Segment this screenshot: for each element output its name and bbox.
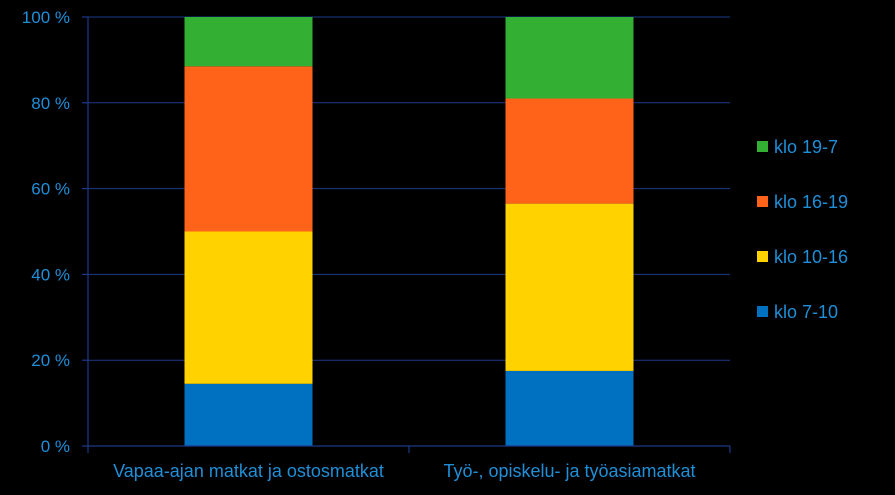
legend-swatch (757, 251, 768, 262)
y-tick-label: 20 % (31, 351, 70, 370)
y-tick-label: 100 % (22, 8, 70, 27)
legend-label: klo 16-19 (774, 192, 848, 212)
bar-segment (505, 203, 634, 371)
bar-segment (184, 17, 313, 67)
bars (184, 17, 634, 446)
grid-lines (88, 16, 730, 361)
legend-swatch (757, 306, 768, 317)
x-category-label: Vapaa-ajan matkat ja ostosmatkat (113, 461, 384, 481)
y-tick-label: 60 % (31, 180, 70, 199)
legend-swatch (757, 141, 768, 152)
x-category-labels: Vapaa-ajan matkat ja ostosmatkat Työ-, op… (113, 461, 695, 481)
legend-swatch (757, 196, 768, 207)
bar-segment (184, 66, 313, 232)
legend-label: klo 19-7 (774, 137, 838, 157)
legend-label: klo 7-10 (774, 302, 838, 322)
y-tick-label: 0 % (41, 437, 70, 456)
legend: klo 19-7 klo 16-19 klo 10-16 klo 7-10 (757, 137, 848, 322)
bar-segment (505, 98, 634, 204)
y-tick-label: 80 % (31, 94, 70, 113)
legend-label: klo 10-16 (774, 247, 848, 267)
y-tick-labels: 0 % 20 % 40 % 60 % 80 % 100 % (22, 8, 70, 456)
bar-segment (184, 383, 313, 446)
y-tick-label: 40 % (31, 265, 70, 284)
axes (82, 16, 731, 453)
bar-segment (505, 17, 634, 99)
x-category-label: Työ-, opiskelu- ja työasiamatkat (443, 461, 695, 481)
bar-segment (505, 370, 634, 446)
bar-segment (184, 231, 313, 384)
